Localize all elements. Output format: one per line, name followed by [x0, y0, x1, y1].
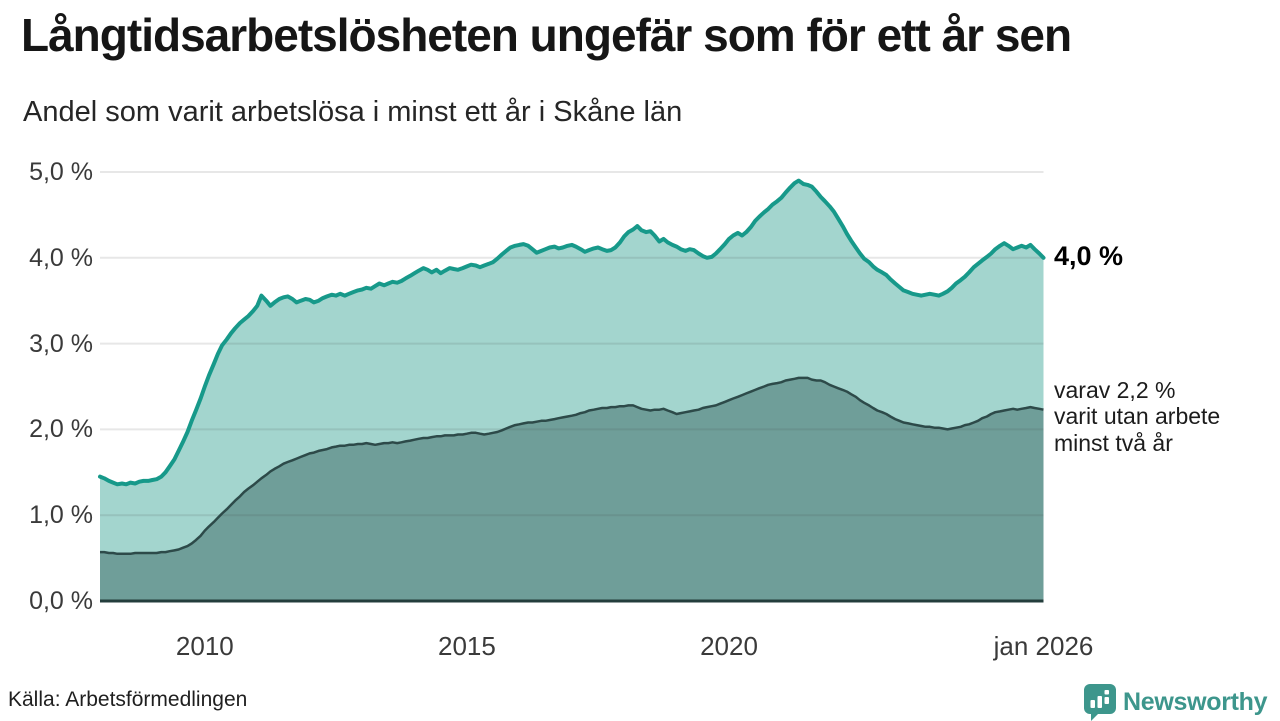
y-axis-tick-label: 1,0 % — [29, 501, 93, 530]
total-line — [98, 178, 1046, 487]
x-axis-tick-label: 2015 — [437, 631, 496, 661]
two-year-end-label: varav 2,2 % varit utan arbete minst två … — [1054, 376, 1221, 456]
y-axis-tick-label: 5,0 % — [29, 158, 93, 186]
newsworthy-wordmark: Newsworthy — [1123, 688, 1268, 716]
x-axis-tick-label: 2020 — [700, 631, 758, 661]
page-title: Långtidsarbetslösheten ungefär som för e… — [21, 9, 1072, 61]
x-axis-tick-label: 2010 — [175, 631, 234, 661]
x-axis-tick-label: jan 2026 — [993, 631, 1094, 661]
source-credit: Källa: Arbetsförmedlingen — [8, 688, 248, 711]
newsworthy-speech-bubble-chart-icon — [1084, 684, 1116, 721]
y-axis-tick-label: 0,0 % — [29, 587, 93, 615]
two-year-line — [100, 376, 1044, 556]
y-axis-tick-label: 3,0 % — [29, 329, 93, 358]
two-year-area — [100, 377, 1044, 601]
chart-subtitle: Andel som varit arbetslösa i minst ett å… — [23, 96, 683, 128]
y-axis-tick-label: 2,0 % — [29, 415, 93, 444]
y-axis-tick-label: 4,0 % — [29, 243, 93, 272]
total-end-label: 4,0 % — [1054, 240, 1124, 271]
newsworthy-logo: Newsworthy — [1084, 684, 1268, 721]
